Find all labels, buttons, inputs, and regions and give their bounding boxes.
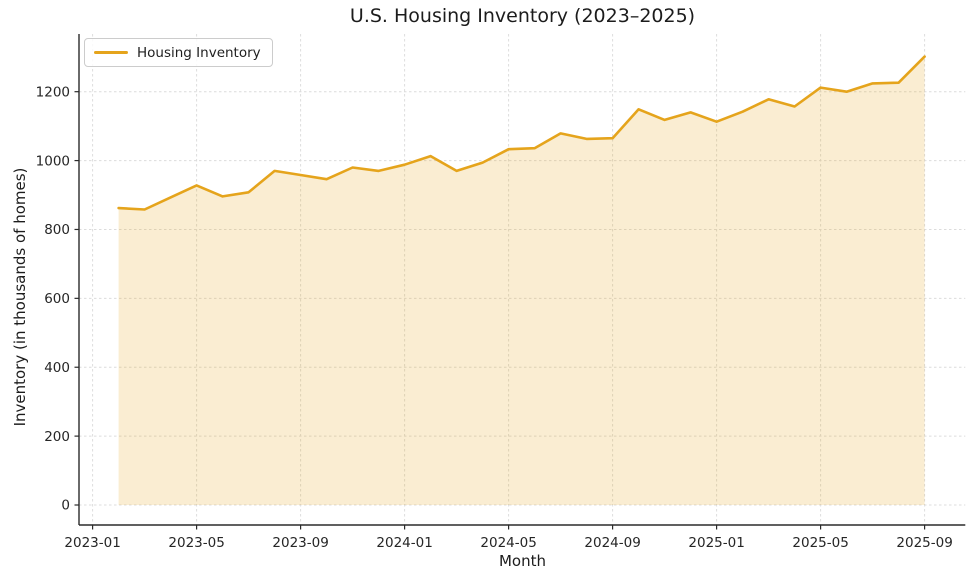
legend: Housing Inventory	[84, 38, 273, 67]
x-tick-label: 2023-01	[64, 535, 120, 551]
x-tick-label: 2023-05	[168, 535, 224, 551]
y-tick-label: 1000	[36, 153, 70, 169]
series-area-fill	[118, 56, 925, 505]
x-tick-label: 2023-09	[272, 535, 328, 551]
x-tick-label: 2025-05	[792, 535, 848, 551]
chart-title: U.S. Housing Inventory (2023–2025)	[349, 5, 696, 27]
legend-line-swatch	[94, 51, 128, 54]
y-axis-label: Inventory (in thousands of homes)	[11, 167, 29, 427]
y-tick-label: 800	[44, 222, 70, 238]
y-tick-label: 600	[44, 291, 70, 307]
x-tick-label: 2025-09	[896, 535, 952, 551]
series-line	[117, 55, 926, 211]
y-tick-label: 200	[44, 429, 70, 445]
x-axis-label: Month	[498, 552, 546, 570]
legend-label: Housing Inventory	[137, 44, 261, 61]
x-tick-label: 2024-09	[584, 535, 640, 551]
x-tick-label: 2024-05	[480, 535, 536, 551]
x-tick-label: 2025-01	[688, 535, 744, 551]
y-tick-label: 0	[61, 498, 70, 514]
y-tick-label: 1200	[36, 84, 70, 100]
x-tick-label: 2024-01	[376, 535, 432, 551]
y-tick-label: 400	[44, 360, 70, 376]
